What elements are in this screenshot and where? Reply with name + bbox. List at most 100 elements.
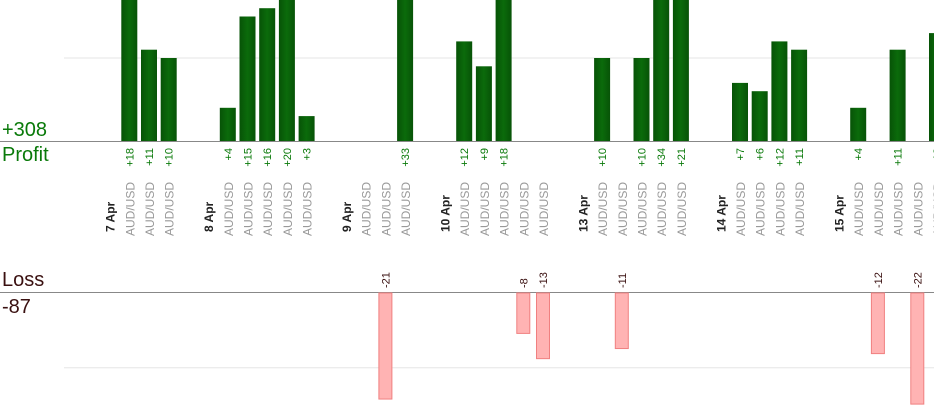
profit-bar [771,41,788,141]
pair-label: AUD/USD [734,182,748,236]
loss-bar [870,292,885,355]
pair-label: AUD/USD [143,182,157,236]
pair-label: AUD/USD [537,182,551,236]
pair-label: AUD/USD [655,182,669,236]
profit-value-label: +18 [499,148,511,167]
profit-value-label: +9 [479,148,491,161]
pair-label: AUD/USD [636,182,650,236]
pair-label: AUD/USD [911,182,925,236]
pair-label: AUD/USD [793,182,807,236]
profit-value-label: +10 [597,148,609,167]
profit-value-label: +10 [637,148,649,167]
pair-label: AUD/USD [892,182,906,236]
loss-value-label: -13 [538,272,550,288]
pair-label: AUD/USD [872,182,886,236]
profit-bar [495,0,512,141]
loss-value-label: -12 [873,272,885,288]
profit-bar [850,107,867,141]
loss-value-label: -22 [912,272,924,288]
profit-bar [475,66,492,141]
pair-label: AUD/USD [754,182,768,236]
profit-bar [239,16,256,141]
profit-bar [278,0,295,141]
pair-label: AUD/USD [242,182,256,236]
loss-bar [378,292,393,400]
profit-value-label: +33 [400,148,412,167]
profit-label: Profit [2,144,49,166]
profit-bar [397,0,414,141]
profit-value-label: +13 [932,148,934,167]
pair-label: AUD/USD [399,182,413,236]
loss-label: Loss [2,269,45,291]
profit-bar [653,0,670,142]
pair-label: AUD/USD [675,182,689,236]
profit-value-label: +18 [124,148,136,167]
pair-label: AUD/USD [163,182,177,236]
date-label: 9 Apr [340,201,354,232]
profit-bar [594,58,611,141]
profit-value-label: +7 [735,148,747,161]
loss-value-label: -11 [617,273,629,288]
pair-label: AUD/USD [773,182,787,236]
profit-value-label: +15 [243,148,255,167]
profit-bar [633,58,650,141]
profit-value-label: +6 [755,148,767,161]
profit-total: +308 [2,119,48,141]
profit-bar [456,41,473,141]
loss-value-label: -21 [380,272,392,288]
date-label: 8 Apr [202,201,216,232]
pair-label: AUD/USD [931,182,934,236]
pair-label: AUD/USD [281,182,295,236]
pair-label: AUD/USD [616,182,630,236]
profit-bar [889,49,906,142]
profit-value-label: +10 [164,148,176,167]
pair-label: AUD/USD [517,182,531,236]
pair-label: AUD/USD [478,182,492,236]
pair-label: AUD/USD [261,182,275,236]
pair-label: AUD/USD [379,182,393,236]
profit-bar [141,49,157,142]
profit-value-label: +16 [262,148,274,167]
pair-label: AUD/USD [222,182,236,236]
pair-label: AUD/USD [852,182,866,236]
profit-value-label: +4 [853,148,865,161]
profit-bar [219,107,236,141]
loss-value-label: -8 [518,278,530,288]
profit-bar [929,33,934,141]
pair-label: AUD/USD [301,182,315,236]
pair-label: AUD/USD [596,182,610,236]
profit-bar [121,0,138,141]
profit-value-label: +11 [144,148,156,166]
pair-label: AUD/USD [458,182,472,236]
profit-bar [791,49,808,142]
pair-label: AUD/USD [360,182,374,236]
profit-value-label: +11 [893,148,905,166]
profit-bar [732,82,748,141]
date-label: 10 Apr [439,195,453,232]
loss-bar [614,292,629,350]
profit-value-label: +12 [774,148,786,167]
profit-value-label: +21 [676,148,688,167]
loss-total: -87 [2,296,31,318]
loss-bar [910,292,925,405]
loss-bar [516,292,531,334]
profit-bar [751,91,768,141]
pair-label: AUD/USD [123,182,137,236]
date-label: 14 Apr [714,195,728,232]
profit-bar [259,8,276,142]
profit-value-label: +12 [459,148,471,167]
date-label: 7 Apr [104,201,118,232]
profit-bar [672,0,689,142]
date-label: 15 Apr [833,195,847,232]
profit-bar [160,58,177,141]
date-label: 13 Apr [576,195,590,232]
profit-value-label: +20 [282,148,294,167]
profit-bar [298,116,315,141]
profit-value-label: +3 [302,148,314,161]
profit-value-label: +11 [794,148,806,166]
pair-label: AUD/USD [498,182,512,236]
loss-bar [536,292,550,360]
profit-value-label: +34 [656,148,668,167]
profit-value-label: +4 [223,148,235,161]
